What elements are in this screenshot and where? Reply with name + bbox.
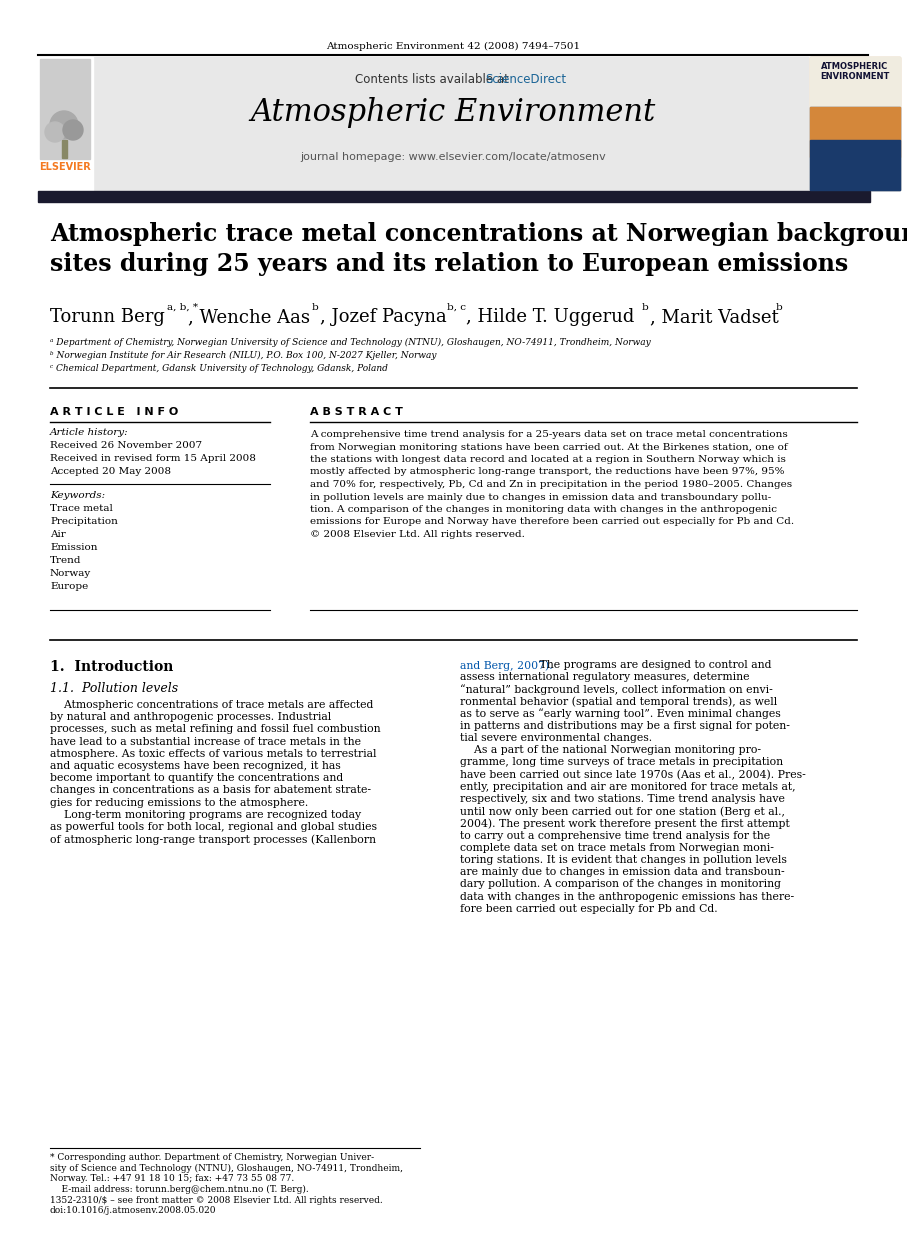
Text: ᶜ Chemical Department, Gdansk University of Technology, Gdansk, Poland: ᶜ Chemical Department, Gdansk University… — [50, 364, 388, 373]
Bar — [810, 106, 900, 157]
Text: as powerful tools for both local, regional and global studies: as powerful tools for both local, region… — [50, 822, 377, 832]
Text: Emission: Emission — [50, 543, 97, 552]
Text: b: b — [312, 303, 318, 312]
Bar — [38, 191, 870, 202]
Bar — [62, 140, 67, 158]
Text: Atmospheric concentrations of trace metals are affected: Atmospheric concentrations of trace meta… — [50, 699, 374, 711]
Text: As a part of the national Norwegian monitoring pro-: As a part of the national Norwegian moni… — [460, 745, 761, 755]
Text: ently, precipitation and air are monitored for trace metals at,: ently, precipitation and air are monitor… — [460, 782, 795, 792]
Text: ScienceDirect: ScienceDirect — [485, 73, 566, 85]
Text: by natural and anthropogenic processes. Industrial: by natural and anthropogenic processes. … — [50, 712, 331, 722]
Text: the stations with longest data record and located at a region in Southern Norway: the stations with longest data record an… — [310, 456, 785, 464]
Text: tion. A comparison of the changes in monitoring data with changes in the anthrop: tion. A comparison of the changes in mon… — [310, 505, 777, 514]
Circle shape — [50, 111, 78, 139]
Text: dary pollution. A comparison of the changes in monitoring: dary pollution. A comparison of the chan… — [460, 879, 781, 889]
Text: Precipitation: Precipitation — [50, 517, 118, 526]
Text: to carry out a comprehensive time trend analysis for the: to carry out a comprehensive time trend … — [460, 831, 770, 841]
Text: ATMOSPHERIC
ENVIRONMENT: ATMOSPHERIC ENVIRONMENT — [820, 62, 890, 82]
Text: are mainly due to changes in emission data and transboun-: are mainly due to changes in emission da… — [460, 867, 785, 878]
Text: processes, such as metal refining and fossil fuel combustion: processes, such as metal refining and fo… — [50, 724, 381, 734]
Text: Article history:: Article history: — [50, 428, 129, 437]
Text: © 2008 Elsevier Ltd. All rights reserved.: © 2008 Elsevier Ltd. All rights reserved… — [310, 530, 525, 539]
Bar — [810, 57, 900, 189]
Text: Atmospheric Environment: Atmospheric Environment — [250, 97, 656, 128]
Bar — [810, 140, 900, 189]
Text: , Jozef Pacyna: , Jozef Pacyna — [320, 308, 447, 326]
Text: , Hilde T. Uggerud: , Hilde T. Uggerud — [466, 308, 634, 326]
Text: Norway: Norway — [50, 569, 92, 578]
Text: Torunn Berg: Torunn Berg — [50, 308, 165, 326]
Text: gies for reducing emissions to the atmosphere.: gies for reducing emissions to the atmos… — [50, 797, 308, 807]
Text: Received 26 November 2007: Received 26 November 2007 — [50, 441, 202, 449]
Text: ELSEVIER: ELSEVIER — [39, 162, 91, 172]
Text: assess international regulatory measures, determine: assess international regulatory measures… — [460, 672, 749, 682]
Bar — [810, 106, 900, 189]
Text: Accepted 20 May 2008: Accepted 20 May 2008 — [50, 467, 171, 475]
Text: b, c: b, c — [447, 303, 466, 312]
Text: mostly affected by atmospheric long-range transport, the reductions have been 97: mostly affected by atmospheric long-rang… — [310, 468, 785, 477]
Text: complete data set on trace metals from Norwegian moni-: complete data set on trace metals from N… — [460, 843, 774, 853]
Text: Contents lists available at: Contents lists available at — [355, 73, 512, 85]
Text: emissions for Europe and Norway have therefore been carried out especially for P: emissions for Europe and Norway have the… — [310, 517, 795, 526]
Text: Atmospheric Environment 42 (2008) 7494–7501: Atmospheric Environment 42 (2008) 7494–7… — [326, 42, 580, 51]
Text: Atmospheric trace metal concentrations at Norwegian background
sites during 25 y: Atmospheric trace metal concentrations a… — [50, 222, 907, 276]
Text: A comprehensive time trend analysis for a 25-years data set on trace metal conce: A comprehensive time trend analysis for … — [310, 430, 788, 439]
Text: Air: Air — [50, 530, 65, 539]
Text: toring stations. It is evident that changes in pollution levels: toring stations. It is evident that chan… — [460, 855, 787, 865]
Text: The programs are designed to control and: The programs are designed to control and — [536, 660, 772, 670]
Bar — [810, 57, 900, 106]
Text: in pollution levels are mainly due to changes in emission data and transboundary: in pollution levels are mainly due to ch… — [310, 493, 771, 501]
Text: in patterns and distributions may be a first signal for poten-: in patterns and distributions may be a f… — [460, 721, 790, 730]
Text: from Norwegian monitoring stations have been carried out. At the Birkenes statio: from Norwegian monitoring stations have … — [310, 442, 787, 452]
Text: of atmospheric long-range transport processes (Kallenborn: of atmospheric long-range transport proc… — [50, 834, 376, 844]
Text: and 70% for, respectively, Pb, Cd and Zn in precipitation in the period 1980–200: and 70% for, respectively, Pb, Cd and Zn… — [310, 480, 792, 489]
Text: Long-term monitoring programs are recognized today: Long-term monitoring programs are recogn… — [50, 810, 361, 820]
Text: gramme, long time surveys of trace metals in precipitation: gramme, long time surveys of trace metal… — [460, 758, 783, 768]
Text: A R T I C L E   I N F O: A R T I C L E I N F O — [50, 407, 179, 417]
Text: fore been carried out especially for Pb and Cd.: fore been carried out especially for Pb … — [460, 904, 717, 914]
Text: 1.1.  Pollution levels: 1.1. Pollution levels — [50, 682, 178, 695]
Bar — [90, 57, 808, 189]
Text: , Wenche Aas: , Wenche Aas — [188, 308, 310, 326]
Text: a, b, *: a, b, * — [167, 303, 198, 312]
Text: data with changes in the anthropogenic emissions has there-: data with changes in the anthropogenic e… — [460, 891, 795, 901]
Text: changes in concentrations as a basis for abatement strate-: changes in concentrations as a basis for… — [50, 785, 371, 795]
Text: Keywords:: Keywords: — [50, 491, 105, 500]
Text: 1352-2310/$ – see front matter © 2008 Elsevier Ltd. All rights reserved.
doi:10.: 1352-2310/$ – see front matter © 2008 El… — [50, 1196, 383, 1216]
Circle shape — [45, 123, 65, 142]
Text: as to serve as “early warning tool”. Even minimal changes: as to serve as “early warning tool”. Eve… — [460, 708, 781, 719]
Text: , Marit Vadset: , Marit Vadset — [650, 308, 779, 326]
Text: Europe: Europe — [50, 582, 88, 591]
Text: atmosphere. As toxic effects of various metals to terrestrial: atmosphere. As toxic effects of various … — [50, 749, 376, 759]
Text: become important to quantify the concentrations and: become important to quantify the concent… — [50, 774, 343, 784]
Text: journal homepage: www.elsevier.com/locate/atmosenv: journal homepage: www.elsevier.com/locat… — [300, 152, 606, 162]
Text: respectively, six and two stations. Time trend analysis have: respectively, six and two stations. Time… — [460, 794, 785, 803]
Text: until now only been carried out for one station (Berg et al.,: until now only been carried out for one … — [460, 806, 785, 817]
Bar — [38, 57, 93, 189]
Text: ronmental behavior (spatial and temporal trends), as well: ronmental behavior (spatial and temporal… — [460, 697, 777, 707]
Text: ᵇ Norwegian Institute for Air Research (NILU), P.O. Box 100, N-2027 Kjeller, Nor: ᵇ Norwegian Institute for Air Research (… — [50, 352, 436, 360]
Text: tial severe environmental changes.: tial severe environmental changes. — [460, 733, 652, 743]
Text: * Corresponding author. Department of Chemistry, Norwegian Univer-
sity of Scien: * Corresponding author. Department of Ch… — [50, 1153, 403, 1193]
Circle shape — [63, 120, 83, 140]
Text: Received in revised form 15 April 2008: Received in revised form 15 April 2008 — [50, 454, 256, 463]
Text: have been carried out since late 1970s (Aas et al., 2004). Pres-: have been carried out since late 1970s (… — [460, 770, 805, 780]
Text: A B S T R A C T: A B S T R A C T — [310, 407, 403, 417]
Text: 1.  Introduction: 1. Introduction — [50, 660, 173, 673]
Text: b: b — [642, 303, 649, 312]
Text: “natural” background levels, collect information on envi-: “natural” background levels, collect inf… — [460, 685, 773, 695]
Text: have lead to a substantial increase of trace metals in the: have lead to a substantial increase of t… — [50, 737, 361, 747]
Bar — [40, 59, 90, 158]
Text: 2004). The present work therefore present the first attempt: 2004). The present work therefore presen… — [460, 818, 790, 829]
Text: Trend: Trend — [50, 556, 82, 565]
Text: and Berg, 2007).: and Berg, 2007). — [460, 660, 552, 671]
Text: b: b — [776, 303, 783, 312]
Text: ᵃ Department of Chemistry, Norwegian University of Science and Technology (NTNU): ᵃ Department of Chemistry, Norwegian Uni… — [50, 338, 650, 347]
Text: and aquatic ecosystems have been recognized, it has: and aquatic ecosystems have been recogni… — [50, 761, 341, 771]
Text: Trace metal: Trace metal — [50, 504, 112, 513]
